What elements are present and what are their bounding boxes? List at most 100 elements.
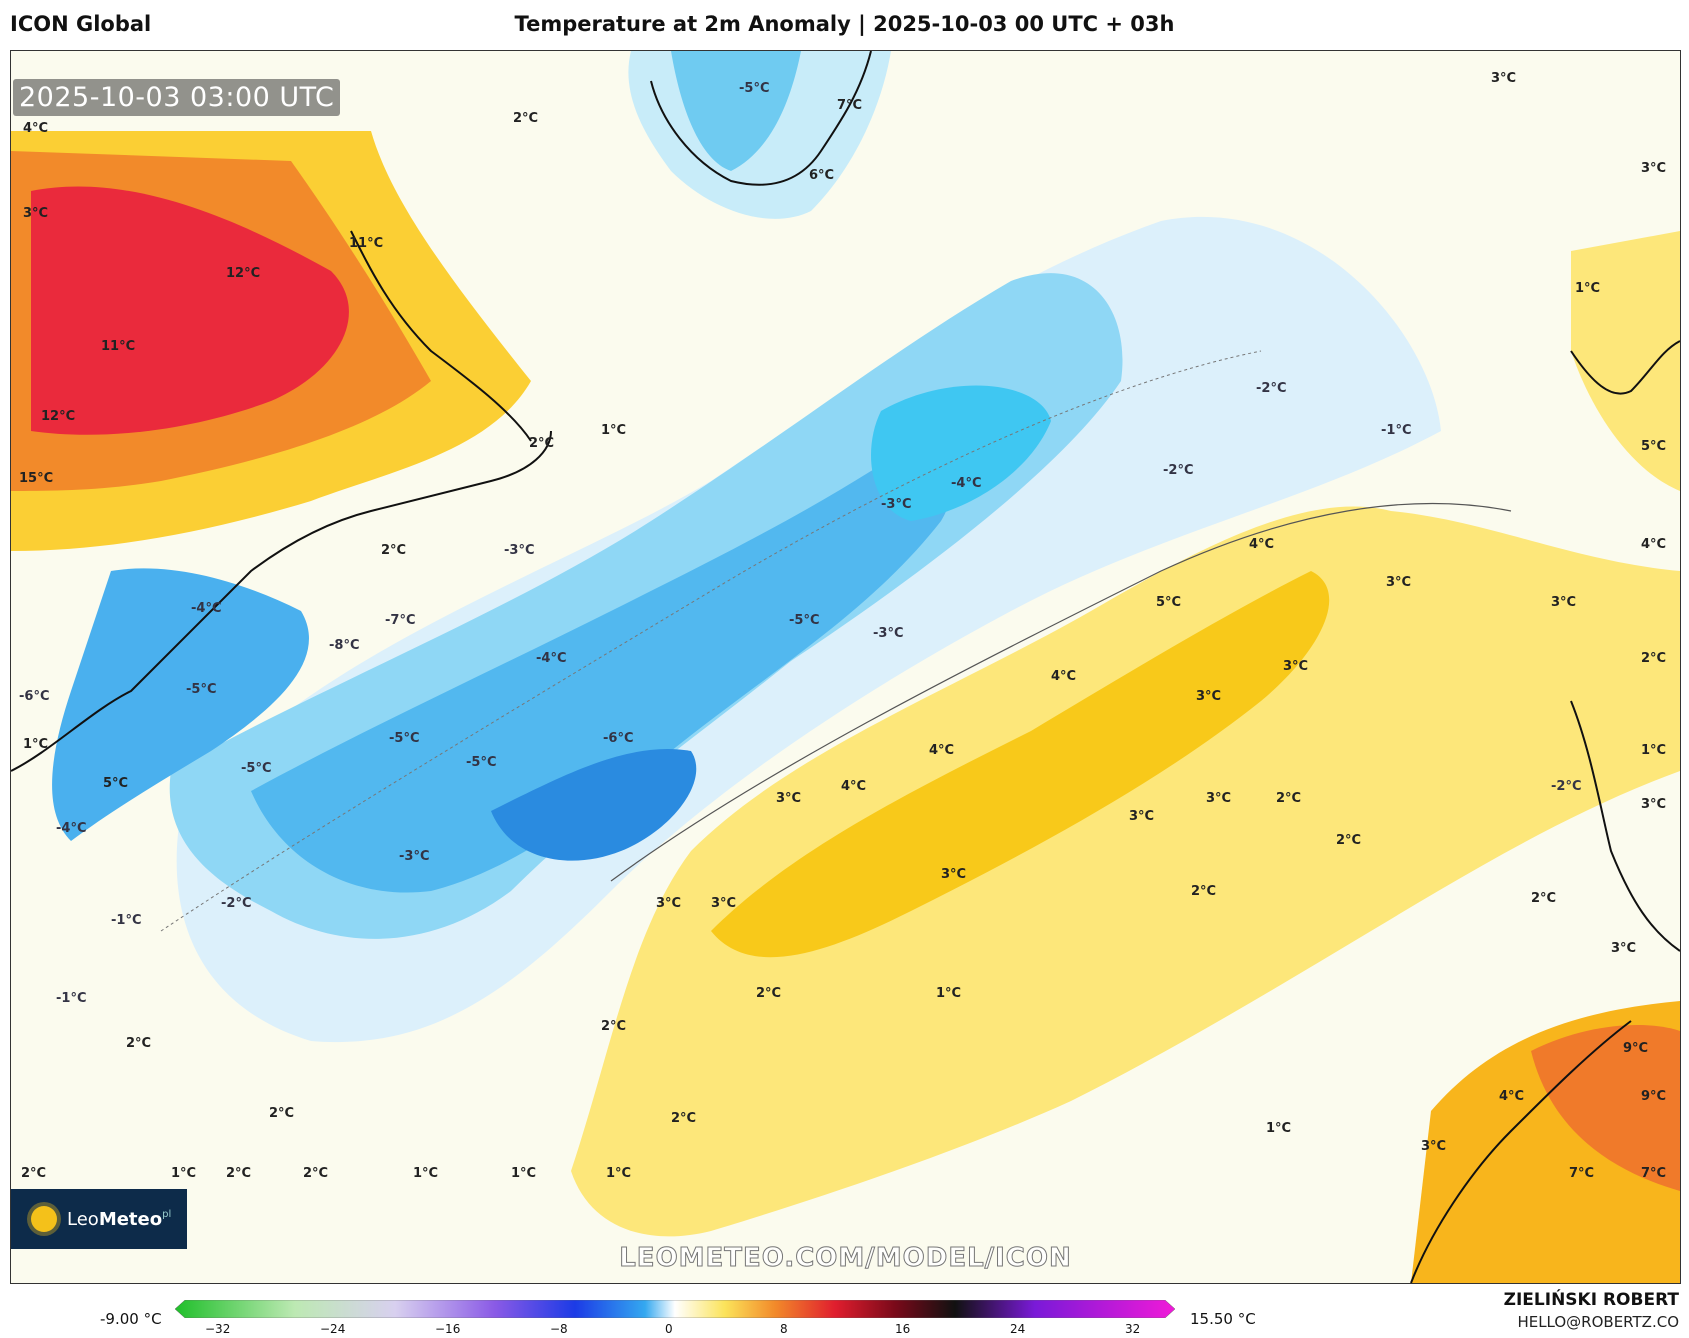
contour-label: 9°C (1623, 1041, 1649, 1056)
contour-label: 5°C (1156, 595, 1182, 610)
contour-label: 11°C (101, 339, 136, 354)
contour-label: 3°C (656, 896, 682, 911)
contour-label: 2°C (756, 986, 782, 1001)
contour-label: 2°C (21, 1166, 47, 1181)
contour-label: -5°C (789, 613, 820, 628)
contour-label: -8°C (329, 638, 360, 653)
contour-label: 3°C (1421, 1139, 1447, 1154)
author-email[interactable]: HELLO@ROBERTZ.CO (1517, 1313, 1679, 1331)
contour-label: -2°C (1163, 463, 1194, 478)
contour-label: 7°C (1641, 1166, 1667, 1181)
contour-label: 3°C (1129, 809, 1155, 824)
contour-label: 1°C (1266, 1121, 1292, 1136)
contour-label: 7°C (837, 98, 863, 113)
contour-label: 4°C (841, 779, 867, 794)
contour-label: -5°C (389, 731, 420, 746)
contour-label: -5°C (186, 682, 217, 697)
contour-label: 2°C (671, 1111, 697, 1126)
contour-label: 5°C (103, 776, 129, 791)
contour-label: 2°C (1336, 833, 1362, 848)
contour-label: 1°C (936, 986, 962, 1001)
contour-label: -6°C (19, 689, 50, 704)
contour-label: 3°C (1491, 71, 1517, 86)
contour-label: -6°C (603, 731, 634, 746)
contour-label: 1°C (23, 737, 49, 752)
contour-label: 3°C (941, 867, 967, 882)
contour-label: 3°C (711, 896, 737, 911)
valid-time-label: 2025-10-03 03:00 UTC (13, 79, 341, 116)
contour-label: -4°C (56, 821, 87, 836)
contour-label: -1°C (56, 991, 87, 1006)
contour-label: 1°C (1641, 743, 1667, 758)
contour-label: 2°C (1641, 651, 1667, 666)
colorbar-tick: 8 (780, 1322, 788, 1336)
contour-label: -4°C (951, 476, 982, 491)
contour-label: -7°C (385, 613, 416, 628)
contour-label: 1°C (606, 1166, 632, 1181)
map-title: Temperature at 2m Anomaly | 2025-10-03 0… (514, 12, 1175, 36)
contour-label: 2°C (1531, 891, 1557, 906)
contour-label: 3°C (1386, 575, 1412, 590)
contour-label: -3°C (873, 626, 904, 641)
colorbar-tick: 16 (895, 1322, 911, 1336)
contour-label: 15°C (19, 471, 54, 486)
colorbar-tick: −16 (435, 1322, 461, 1336)
contour-label: 2°C (269, 1106, 295, 1121)
contour-label: 3°C (1283, 659, 1309, 674)
contour-label: 3°C (23, 206, 49, 221)
contour-label: 1°C (413, 1166, 439, 1181)
contour-label: 1°C (1575, 281, 1601, 296)
contour-label: -5°C (241, 761, 272, 776)
contour-label: 5°C (1641, 439, 1667, 454)
contour-label: -2°C (1256, 381, 1287, 396)
contour-label: 2°C (529, 436, 555, 451)
contour-label: 4°C (1249, 537, 1275, 552)
anomaly-map[interactable]: 2025-10-03 03:00 UTC 2°C -5°C 7°C 6°C 3°C 3°C… (10, 50, 1681, 1284)
site-watermark: LEOMETEO.COM/MODEL/ICON (619, 1243, 1072, 1274)
contour-label: 3°C (776, 791, 802, 806)
colorbar (175, 1300, 1175, 1318)
contour-label: 4°C (1641, 537, 1667, 552)
contour-label: 12°C (41, 409, 76, 424)
contour-label: -4°C (536, 651, 567, 666)
contour-label: 4°C (23, 121, 49, 136)
colorbar-max-label: 15.50 °C (1190, 1310, 1256, 1328)
contour-label: 4°C (1051, 669, 1077, 684)
colorbar-tick: −8 (550, 1322, 568, 1336)
contour-label: 2°C (226, 1166, 252, 1181)
contour-label: -1°C (1381, 423, 1412, 438)
model-name: ICON Global (10, 12, 152, 36)
contour-label: 2°C (303, 1166, 329, 1181)
leometeo-logo[interactable]: LeoMeteopl (11, 1189, 187, 1249)
contour-label: 7°C (1569, 1166, 1595, 1181)
colorbar-min-label: -9.00 °C (100, 1310, 162, 1328)
contour-label: -2°C (1551, 779, 1582, 794)
contour-label: 2°C (1276, 791, 1302, 806)
contour-label: -3°C (881, 497, 912, 512)
contour-label: -1°C (111, 913, 142, 928)
contour-label: 9°C (1641, 1089, 1667, 1104)
contour-label: 3°C (1196, 689, 1222, 704)
author-name: ZIELIŃSKI ROBERT (1503, 1290, 1679, 1310)
contour-label: -4°C (191, 601, 222, 616)
map-fill-layer (11, 51, 1680, 1283)
contour-label: 11°C (349, 236, 384, 251)
contour-label: 3°C (1206, 791, 1232, 806)
contour-label: 2°C (601, 1019, 627, 1034)
colorbar-tick: 0 (665, 1322, 673, 1336)
contour-label: -5°C (466, 755, 497, 770)
contour-label: 12°C (226, 266, 261, 281)
colorbar-tick: 32 (1125, 1322, 1141, 1336)
contour-label: 1°C (171, 1166, 197, 1181)
contour-label: 3°C (1611, 941, 1637, 956)
sun-icon (31, 1206, 57, 1232)
contour-label: 2°C (513, 111, 539, 126)
contour-label: 3°C (1551, 595, 1577, 610)
contour-label: 2°C (126, 1036, 152, 1051)
contour-label: 4°C (1499, 1089, 1525, 1104)
contour-label: 3°C (1641, 161, 1667, 176)
logo-text: LeoMeteopl (67, 1208, 172, 1230)
contour-label: -5°C (739, 81, 770, 96)
colorbar-tick: 24 (1010, 1322, 1026, 1336)
contour-label: -3°C (399, 849, 430, 864)
